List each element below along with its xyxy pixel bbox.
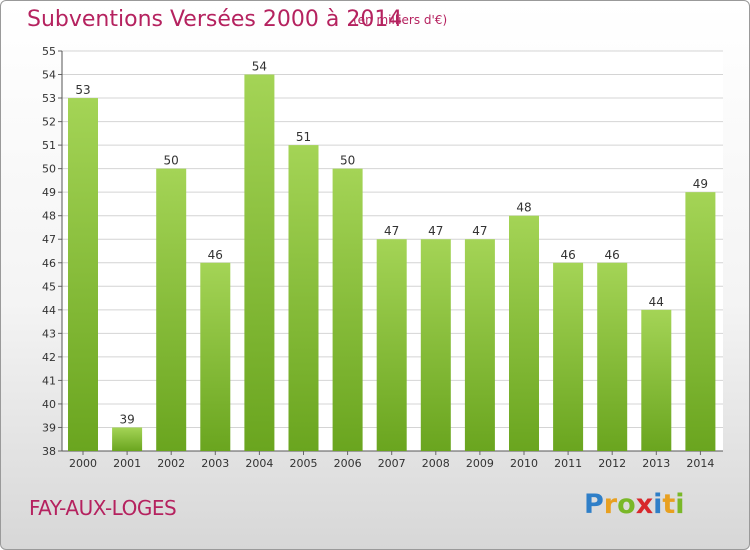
x-tick-label: 2007 <box>378 457 406 470</box>
logo-letter: i <box>675 489 685 520</box>
x-tick-label: 2004 <box>245 457 273 470</box>
y-tick-label: 44 <box>42 304 56 317</box>
y-tick-label: 42 <box>42 351 56 364</box>
y-tick-label: 38 <box>42 445 56 458</box>
y-tick-label: 50 <box>42 163 56 176</box>
commune-name: FAY-AUX-LOGES <box>29 496 177 520</box>
x-tick-label: 2013 <box>642 457 670 470</box>
y-tick-label: 45 <box>42 280 56 293</box>
logo-letter: r <box>603 489 618 520</box>
y-tick-label: 48 <box>42 210 56 223</box>
bar <box>244 74 275 451</box>
bar <box>420 239 451 451</box>
data-label: 44 <box>649 295 664 309</box>
bar <box>332 168 363 451</box>
bar <box>509 215 539 451</box>
chart-title: Subventions Versées 2000 à 2014 <box>27 7 403 32</box>
bar <box>200 262 231 451</box>
x-tick-label: 2000 <box>69 457 97 470</box>
y-tick-label: 40 <box>42 398 56 411</box>
bar <box>376 239 407 451</box>
bar <box>464 239 495 451</box>
data-label: 50 <box>164 154 179 168</box>
y-tick-label: 41 <box>42 374 56 387</box>
bar <box>553 262 584 451</box>
x-tick-label: 2003 <box>201 457 229 470</box>
data-label: 54 <box>252 60 267 74</box>
x-tick-label: 2014 <box>686 457 714 470</box>
bar <box>597 262 628 451</box>
x-tick-label: 2008 <box>422 457 450 470</box>
logo-letter: P <box>584 489 604 520</box>
y-tick-label: 55 <box>42 45 56 58</box>
data-label: 47 <box>384 224 399 238</box>
y-tick-label: 49 <box>42 186 56 199</box>
y-tick-label: 51 <box>42 139 56 152</box>
data-label: 39 <box>119 412 134 426</box>
y-tick-label: 43 <box>42 327 56 340</box>
y-tick-label: 39 <box>42 421 56 434</box>
data-label: 46 <box>208 248 223 262</box>
bar <box>156 168 187 451</box>
bar <box>641 309 672 451</box>
logo-letter: x <box>635 489 654 520</box>
logo-letter: t <box>662 489 676 520</box>
x-tick-label: 2009 <box>466 457 494 470</box>
y-tick-label: 52 <box>42 116 56 129</box>
x-tick-label: 2005 <box>290 457 318 470</box>
x-tick-label: 2002 <box>157 457 185 470</box>
data-label: 50 <box>340 154 355 168</box>
chart-subtitle: (en milliers d'€) <box>353 13 448 27</box>
y-tick-label: 46 <box>42 257 56 270</box>
proxiti-logo: Proxiti <box>584 489 685 520</box>
bar <box>288 145 319 451</box>
data-label: 47 <box>428 224 443 238</box>
data-label: 47 <box>472 224 487 238</box>
data-label: 46 <box>560 248 575 262</box>
bar <box>68 98 98 451</box>
x-tick-label: 2011 <box>554 457 582 470</box>
x-tick-label: 2001 <box>113 457 141 470</box>
logo-letter: o <box>617 489 636 520</box>
x-tick-label: 2012 <box>598 457 626 470</box>
x-tick-label: 2010 <box>510 457 538 470</box>
data-label: 48 <box>516 201 531 215</box>
logo-letter: i <box>653 489 663 520</box>
y-tick-label: 53 <box>42 92 56 105</box>
data-label: 51 <box>296 130 311 144</box>
bar <box>685 192 716 452</box>
data-label: 53 <box>75 83 90 97</box>
data-label: 46 <box>605 248 620 262</box>
y-tick-label: 54 <box>42 69 56 82</box>
bar <box>112 427 143 451</box>
x-tick-label: 2006 <box>334 457 362 470</box>
data-label: 49 <box>693 177 708 191</box>
y-tick-label: 47 <box>42 233 56 246</box>
